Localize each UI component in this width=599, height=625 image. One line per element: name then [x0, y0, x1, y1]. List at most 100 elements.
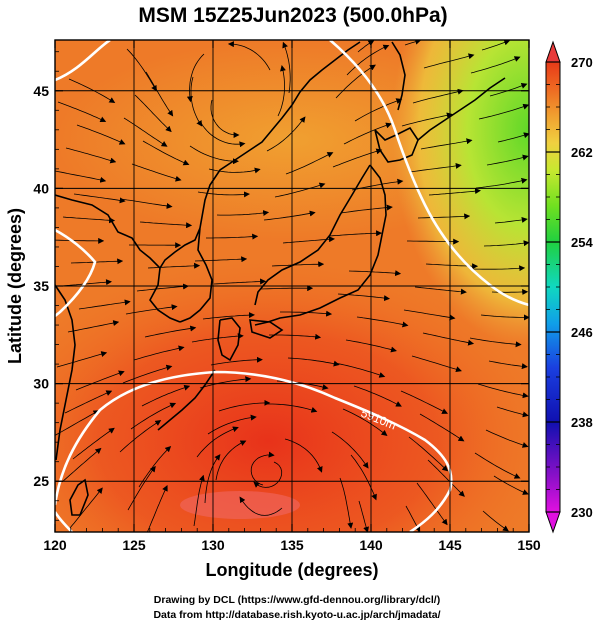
field-hot-spot [180, 491, 300, 519]
streamline [427, 459, 465, 497]
streamline [61, 447, 102, 483]
streamline [285, 152, 334, 175]
streamline [412, 88, 464, 104]
coast-hokkaido [374, 126, 419, 163]
coast-kamchatka-kurils [417, 77, 506, 141]
streamline [68, 78, 116, 104]
contour-trough [329, 40, 529, 307]
streamline [69, 487, 103, 529]
colorbar-top-triangle [545, 40, 561, 63]
streamline [141, 384, 191, 407]
streamline [136, 283, 189, 292]
streamline [480, 314, 529, 321]
streamline [260, 285, 314, 292]
streamline [147, 262, 201, 269]
coast-taiwan [69, 478, 89, 516]
streamline [485, 429, 529, 448]
streamline [329, 230, 383, 237]
streamline [216, 210, 270, 216]
coast-ryukyu [157, 369, 216, 431]
colorbar-tick-label: 230 [571, 505, 593, 520]
colorbar-bottom-triangle [545, 511, 561, 534]
streamline [213, 278, 267, 285]
streamline [126, 48, 157, 92]
streamline [263, 210, 316, 221]
streamline [134, 94, 172, 133]
streamline [190, 76, 203, 127]
coast-korea [159, 227, 213, 323]
streamline [127, 465, 156, 511]
coast-honshu-north [254, 164, 371, 306]
streamline [227, 41, 271, 71]
streamline [266, 403, 318, 413]
x-tick-label: 150 [517, 537, 541, 553]
y-tick-label: 40 [33, 180, 49, 196]
streamline [191, 333, 244, 343]
streamline [282, 41, 291, 94]
streamline [417, 213, 471, 220]
streamline [76, 124, 126, 145]
streamline [335, 64, 376, 99]
streamline [277, 65, 286, 117]
colorbar-tick-label: 270 [571, 55, 593, 70]
plot-area: 5910m [55, 40, 529, 532]
colorbar-ticks: 270 262 254 246 238 230 [546, 55, 593, 520]
streamline [138, 446, 172, 488]
streamline [57, 101, 107, 123]
colorbar-tick-label: 254 [571, 235, 593, 250]
colorbar-tick-label: 262 [571, 145, 593, 160]
streamline [200, 122, 246, 148]
streamline [493, 475, 529, 495]
streamline [342, 408, 388, 437]
colorbar-tick-label: 238 [571, 415, 593, 430]
coastlines [55, 41, 506, 516]
grid [55, 40, 529, 532]
streamline [419, 413, 465, 442]
contour-northwest [55, 40, 111, 82]
streamline [481, 40, 511, 51]
streamline [350, 454, 377, 501]
streamline [400, 390, 449, 414]
y-tick-label: 30 [33, 376, 49, 392]
streamline [204, 454, 221, 504]
streamline [73, 193, 126, 204]
x-axis: 120 125 130 135 140 145 150 [43, 40, 541, 553]
y-tick-label: 35 [33, 278, 49, 294]
coast-sakhalin [391, 41, 406, 111]
colorbar-tick-label: 246 [571, 325, 593, 340]
streamline [142, 140, 190, 166]
streamline [239, 496, 283, 516]
streamline [403, 309, 456, 321]
streamline [483, 240, 529, 247]
streamline [146, 484, 168, 532]
streamline [75, 370, 125, 391]
streamline [253, 461, 283, 488]
streamline [332, 148, 383, 168]
streamline [123, 117, 168, 147]
x-tick-label: 145 [438, 537, 462, 553]
streamline [340, 204, 393, 214]
streamline [202, 312, 255, 320]
streamline [496, 406, 529, 418]
streamline [186, 53, 205, 103]
streamline [346, 44, 390, 76]
streamline [210, 99, 240, 138]
y-axis-label: Latitude (degrees) [5, 208, 25, 364]
streamline [420, 138, 473, 150]
streamline [414, 286, 467, 295]
streamline [193, 474, 205, 527]
streamline [208, 167, 261, 174]
streamline [409, 162, 462, 173]
streamline [348, 270, 402, 277]
streamline [358, 500, 369, 532]
streamline [474, 452, 521, 479]
streamline [207, 414, 257, 435]
streamline [422, 332, 475, 346]
streamline [482, 510, 509, 532]
streamline [478, 103, 529, 120]
streamline [343, 122, 392, 145]
streamline [133, 345, 185, 361]
streamline [269, 333, 322, 340]
streamline [408, 436, 449, 472]
coast-china-south [55, 284, 76, 461]
